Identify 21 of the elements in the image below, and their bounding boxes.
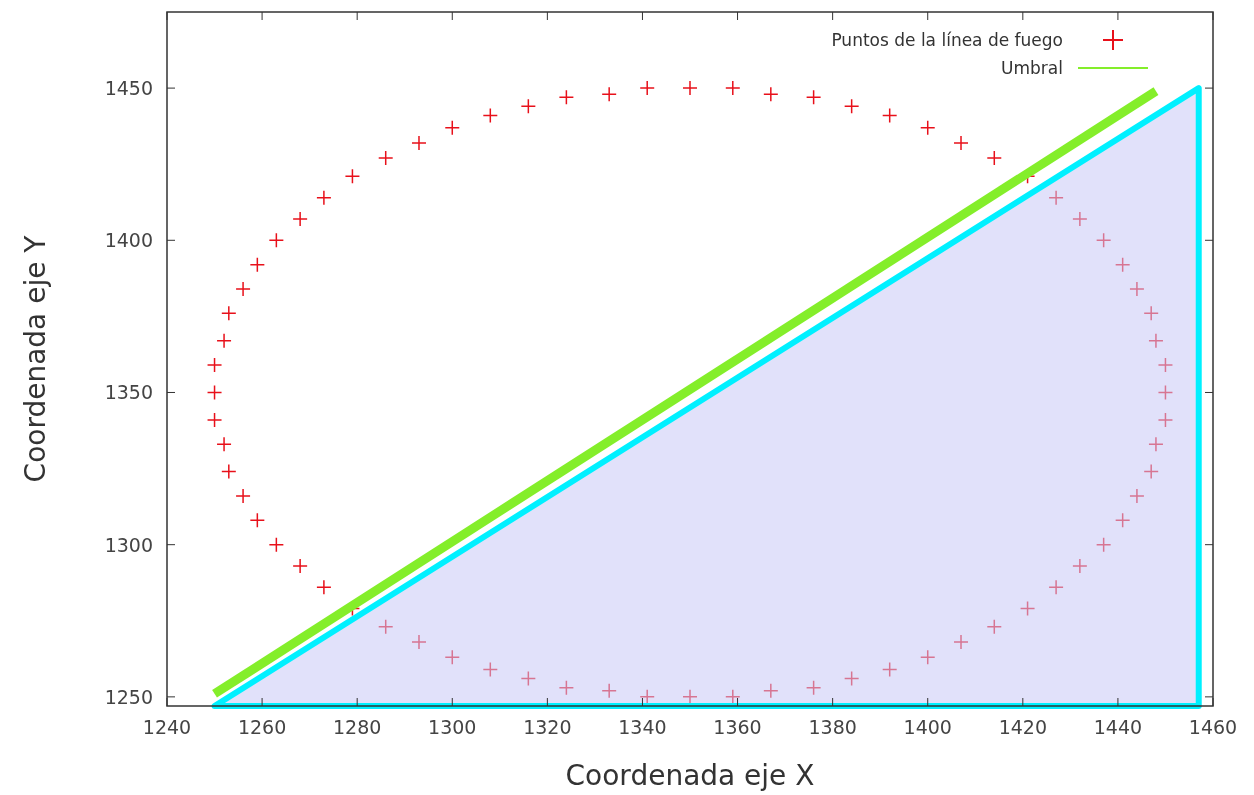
- x-tick-label: 1460: [1188, 716, 1238, 738]
- y-tick-label: 1350: [104, 381, 153, 404]
- x-tick-label: 1340: [618, 716, 667, 738]
- x-tick-label: 1240: [142, 716, 192, 738]
- y-tick-label: 1300: [104, 533, 153, 556]
- x-axis-title: Coordenada eje X: [565, 759, 815, 792]
- x-tick-label: 1420: [998, 716, 1047, 738]
- x-tick-label: 1400: [903, 716, 952, 738]
- x-tick-label: 1380: [808, 716, 857, 738]
- legend-label: Puntos de la línea de fuego: [831, 30, 1063, 50]
- x-tick-label: 1280: [333, 716, 382, 738]
- legend-label: Umbral: [1001, 58, 1063, 78]
- x-tick-label: 1300: [428, 716, 477, 738]
- y-tick-label: 1400: [104, 229, 153, 252]
- x-tick-label: 1320: [523, 716, 572, 738]
- x-tick-label: 1360: [713, 716, 762, 738]
- y-tick-label: 1450: [104, 77, 153, 100]
- y-tick-label: 1250: [104, 685, 153, 708]
- x-tick-label: 1260: [237, 716, 287, 738]
- x-tick-label: 1440: [1093, 716, 1143, 738]
- y-axis-title: Coordenada eje Y: [19, 234, 52, 483]
